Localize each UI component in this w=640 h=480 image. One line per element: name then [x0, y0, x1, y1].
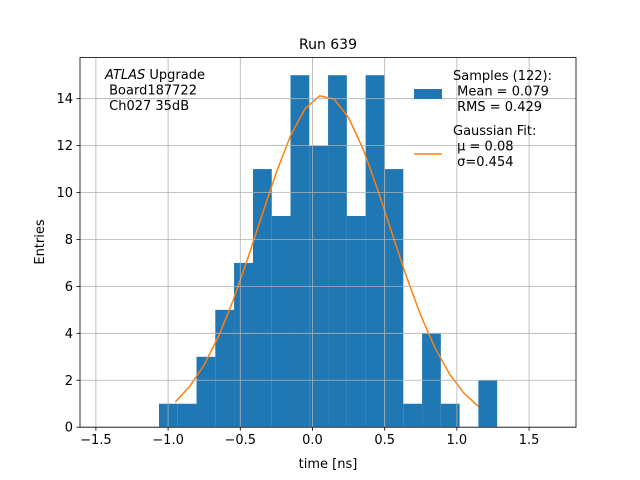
bar [328, 75, 347, 428]
bar [252, 169, 272, 428]
text-line: Mean = 0.079 [453, 85, 549, 100]
y-axis-label: Entries [33, 219, 48, 265]
annotation: Ch027 35dB [105, 99, 189, 114]
x-tick-label: 1.5 [519, 433, 540, 448]
annotation: Board187722 [105, 84, 197, 99]
bar [177, 403, 197, 428]
y-tick-label: 8 [65, 233, 73, 248]
fit-line [174, 95, 480, 408]
bar [215, 309, 235, 428]
y-tick-label: 10 [56, 186, 73, 201]
y-tick-label: 2 [65, 374, 73, 389]
y-tick-label: 6 [65, 280, 73, 295]
y-tick-label: 12 [56, 139, 73, 154]
x-tick-label: 0.5 [374, 433, 395, 448]
x-axis-label: time [ns] [299, 457, 358, 472]
x-tick-label: −1.0 [152, 433, 184, 448]
text-line: Gaussian Fit: [453, 124, 536, 139]
y-tick-label: 4 [65, 327, 73, 342]
legend-label: Samples (122): Mean = 0.079 RMS = 0.429 [453, 69, 552, 115]
plot-frame [79, 57, 577, 428]
bar [271, 216, 291, 428]
legend-patch [414, 89, 442, 99]
bar [440, 403, 460, 428]
text-line: μ = 0.08 [453, 140, 514, 155]
bar [403, 403, 423, 428]
annotation: ATLAS Upgrade [104, 68, 205, 83]
x-tick-label: −0.5 [224, 433, 256, 448]
bar [196, 356, 216, 428]
bar [346, 216, 366, 428]
text-line: σ=0.454 [453, 155, 513, 170]
text-line: RMS = 0.429 [453, 100, 542, 115]
legend-label: Gaussian Fit: μ = 0.08 σ=0.454 [453, 124, 536, 170]
bar [234, 262, 253, 428]
bar [384, 169, 404, 428]
chart-title: Run 639 [299, 37, 357, 53]
text-line: Samples (122): [453, 69, 552, 84]
x-tick-label: 0.0 [302, 433, 323, 448]
y-tick-label: 0 [65, 421, 73, 436]
bar [290, 75, 310, 428]
bar [478, 380, 498, 428]
x-tick-label: −1.5 [80, 433, 112, 448]
x-tick-label: 1.0 [447, 433, 468, 448]
y-tick-label: 14 [56, 92, 73, 107]
bar [365, 75, 385, 428]
text-line: ATLAS [104, 68, 145, 83]
